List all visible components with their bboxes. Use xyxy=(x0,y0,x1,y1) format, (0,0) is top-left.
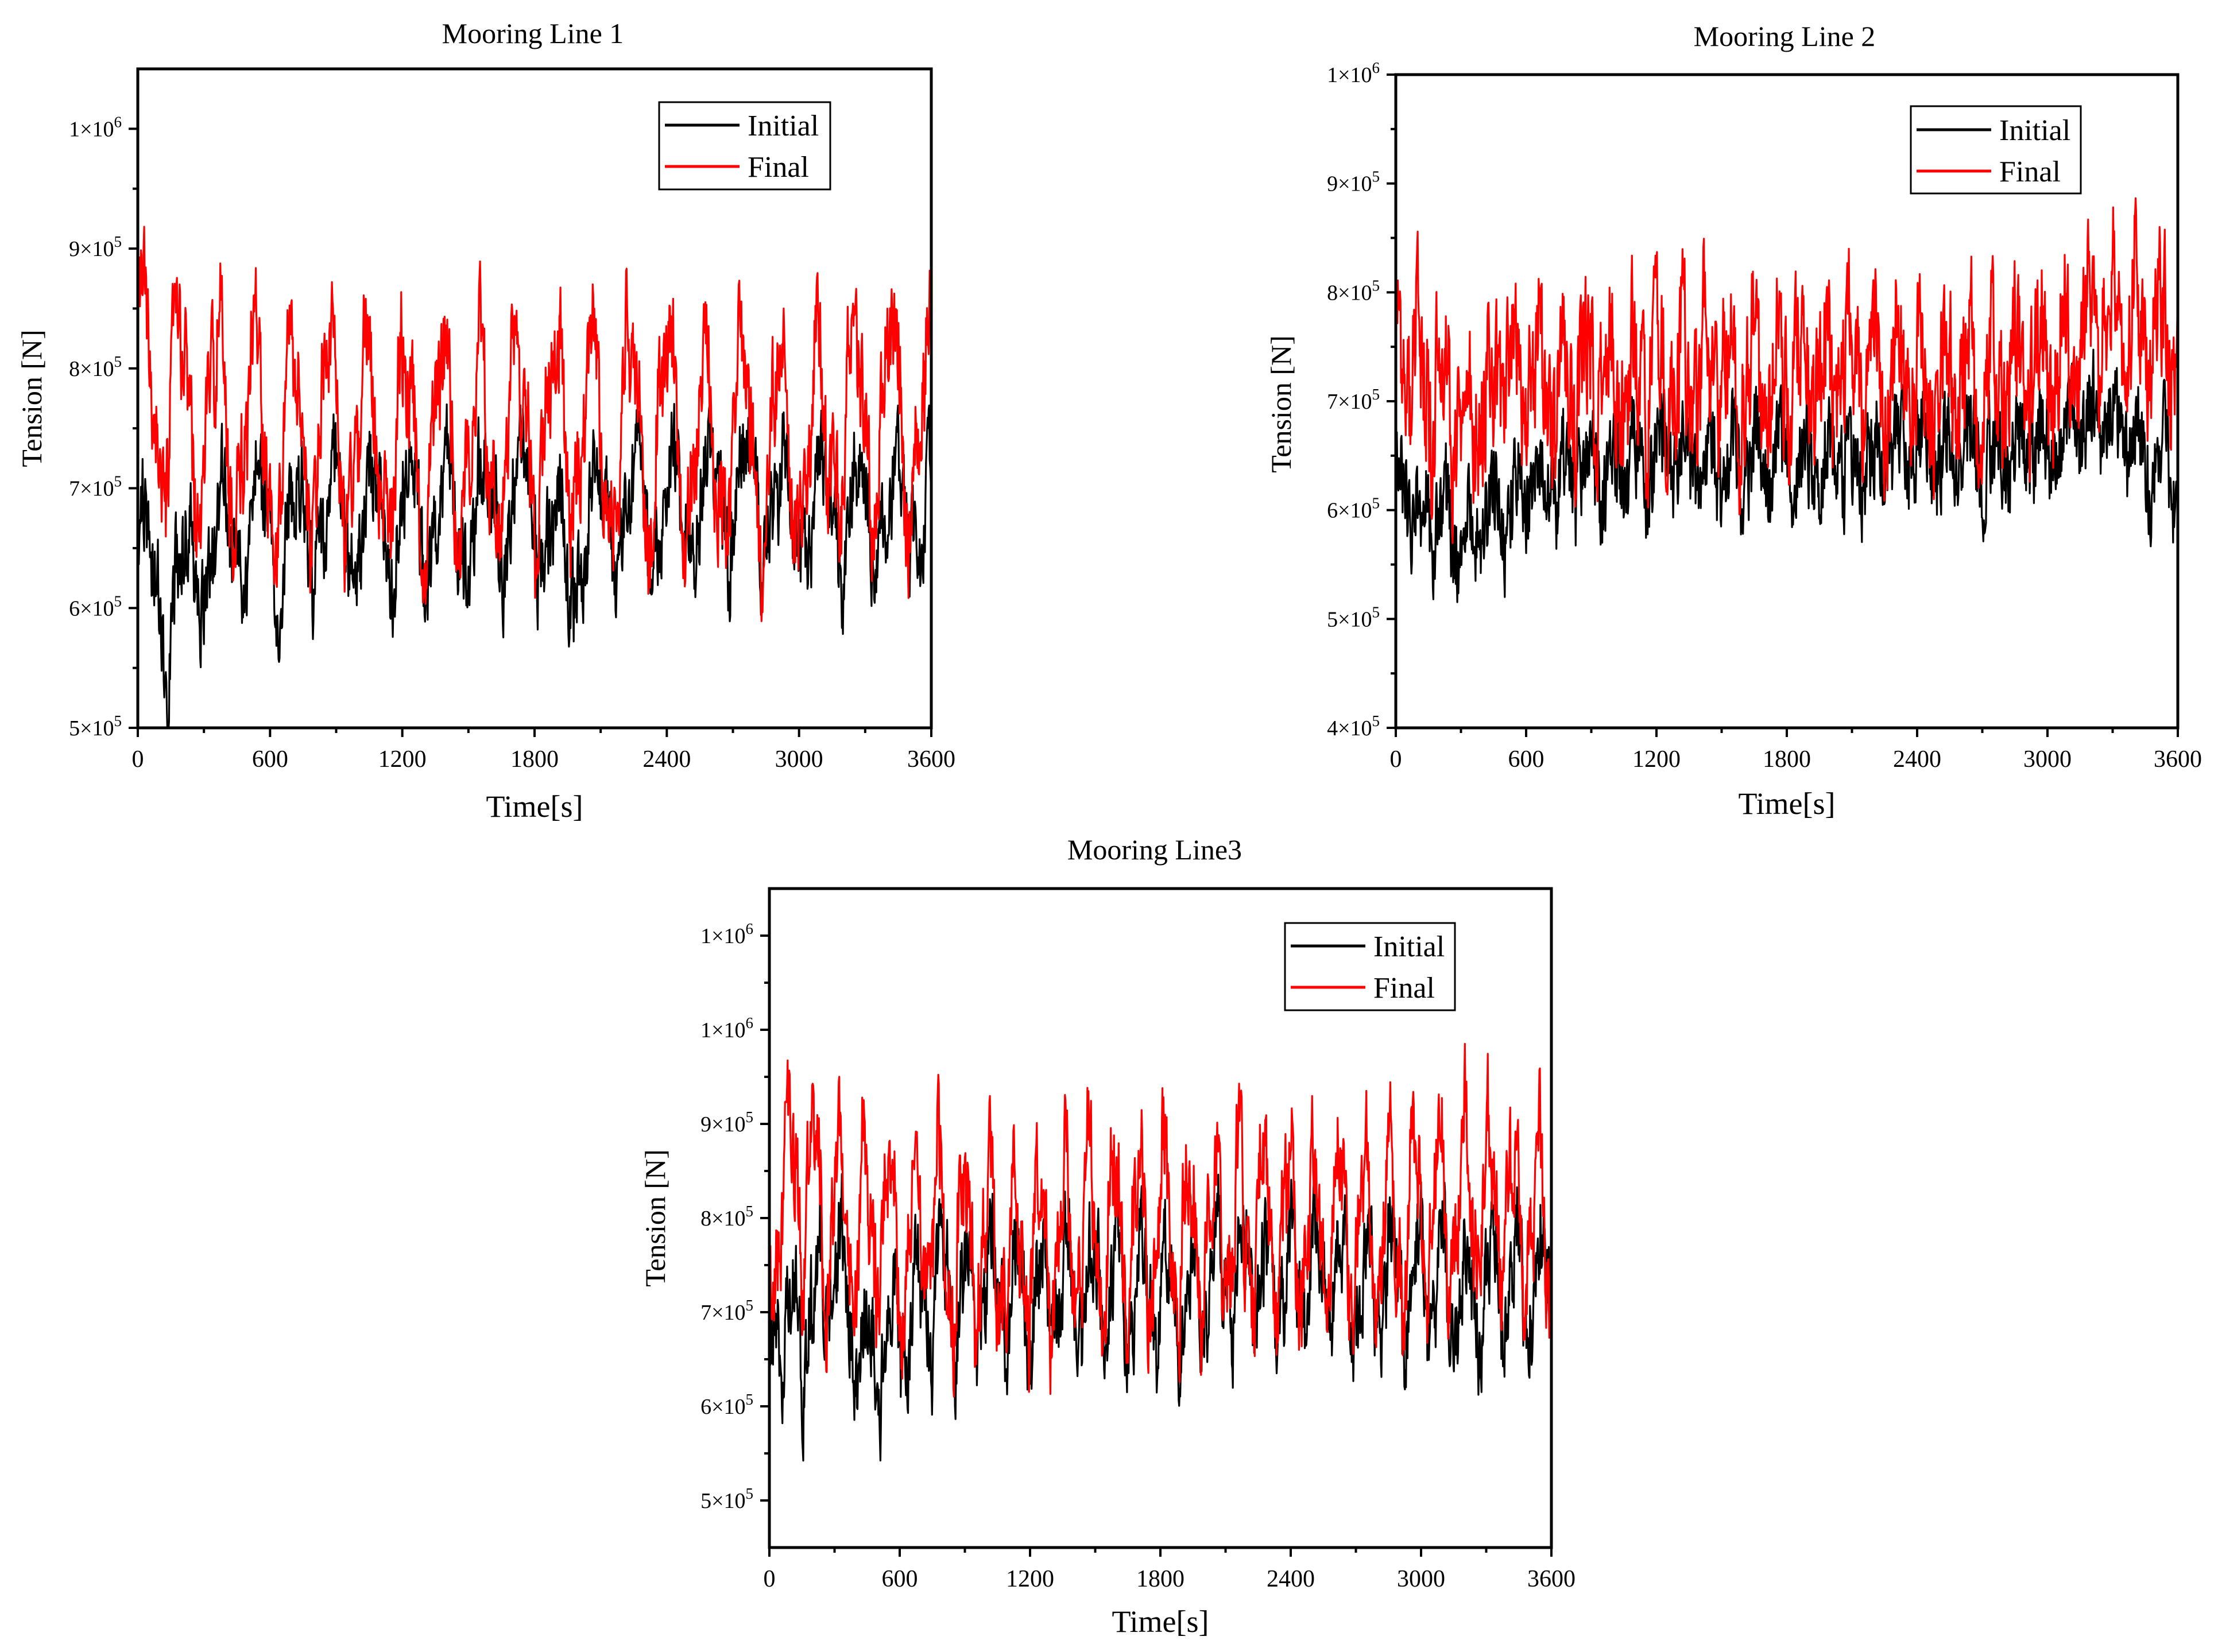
legend-label-final: Final xyxy=(748,151,809,184)
x-tick-label: 600 xyxy=(252,746,288,773)
x-tick-label: 1200 xyxy=(1632,746,1681,773)
chart-title: Mooring Line3 xyxy=(1067,833,1242,866)
x-tick-label: 600 xyxy=(1508,746,1545,773)
x-tick-label: 3600 xyxy=(1527,1566,1576,1592)
y-tick-label: 7×105 xyxy=(700,1297,753,1325)
x-tick-label: 2400 xyxy=(642,746,691,773)
legend-label-initial: Initial xyxy=(1999,114,2070,147)
y-tick-label: 6×105 xyxy=(1327,495,1380,523)
legend: Initial Final xyxy=(658,101,831,191)
x-tick-label: 3600 xyxy=(2154,746,2202,773)
x-tick-label: 0 xyxy=(764,1566,776,1592)
legend-label-final: Final xyxy=(1999,156,2061,188)
legend-label-initial: Initial xyxy=(1373,930,1445,963)
chart-mooring-line-2: Mooring Line 2 0 600 1200 1800 2400 3000 3600 4… xyxy=(1265,20,2202,821)
x-tick-label: 1200 xyxy=(378,746,427,773)
x-axis-label: Time[s] xyxy=(1112,1604,1209,1639)
legend-label-final: Final xyxy=(1373,972,1435,1005)
chart-mooring-line-3: Mooring Line3 0 600 1200 1800 2400 3000 3600 5×… xyxy=(639,833,1576,1639)
y-tick-label: 9×105 xyxy=(69,233,122,261)
y-axis-label: Tension [N] xyxy=(639,1149,671,1287)
chart-title: Mooring Line 2 xyxy=(1694,20,1876,52)
x-tick-label: 600 xyxy=(882,1566,918,1592)
axis-ticks: 0 600 1200 1800 2400 3000 3600 5×105 6×105 7×105 8… xyxy=(700,920,1576,1592)
x-tick-label: 1800 xyxy=(510,746,559,773)
series-layer xyxy=(1396,197,2178,603)
legend-label-initial: Initial xyxy=(748,110,819,142)
legend: Initial Final xyxy=(1284,922,1456,1011)
y-tick-label: 4×105 xyxy=(1327,712,1380,740)
y-axis-label: Tension [N] xyxy=(1265,335,1297,473)
y-tick-label: 1×106 xyxy=(700,1014,753,1042)
y-axis-label: Tension [N] xyxy=(16,329,48,467)
axis-ticks: 0 600 1200 1800 2400 3000 3600 4×105 5×105 6×105 7… xyxy=(1327,59,2202,773)
chart-mooring-line-1: Mooring Line 1 0 600 1200 1800 2400 3000 3600 5… xyxy=(16,17,955,824)
x-tick-label: 1200 xyxy=(1006,1566,1054,1592)
y-tick-label: 5×105 xyxy=(1327,603,1380,631)
y-tick-label: 6×105 xyxy=(69,592,122,621)
series-layer xyxy=(769,1042,1551,1462)
series-line-final xyxy=(769,1042,1551,1398)
y-tick-label: 9×105 xyxy=(1327,168,1380,196)
y-tick-label: 8×105 xyxy=(69,353,122,381)
x-tick-label: 3600 xyxy=(907,746,955,773)
x-axis-label: Time[s] xyxy=(1738,786,1835,821)
x-tick-label: 2400 xyxy=(1267,1566,1315,1592)
y-tick-label: 7×105 xyxy=(1327,386,1380,414)
x-tick-label: 0 xyxy=(1390,746,1402,773)
y-tick-label: 9×105 xyxy=(700,1108,753,1137)
axis-ticks: 0 600 1200 1800 2400 3000 3600 5×105 6×105 7×105 8… xyxy=(69,113,955,773)
y-tick-label: 1×106 xyxy=(700,920,753,948)
series-layer xyxy=(138,226,931,728)
y-tick-label: 5×105 xyxy=(69,712,122,740)
legend: Initial Final xyxy=(1910,105,2082,195)
series-line-final xyxy=(138,226,931,622)
x-tick-label: 1800 xyxy=(1136,1566,1185,1592)
chart-title: Mooring Line 1 xyxy=(442,17,624,49)
y-tick-label: 7×105 xyxy=(69,473,122,501)
x-tick-label: 2400 xyxy=(1893,746,1941,773)
y-tick-label: 1×106 xyxy=(69,113,122,141)
y-tick-label: 8×105 xyxy=(1327,277,1380,305)
x-tick-label: 3000 xyxy=(2023,746,2072,773)
y-tick-label: 5×105 xyxy=(700,1485,753,1513)
x-tick-label: 3000 xyxy=(1397,1566,1445,1592)
x-axis-label: Time[s] xyxy=(486,789,583,824)
x-tick-label: 3000 xyxy=(775,746,823,773)
x-tick-label: 0 xyxy=(132,746,144,773)
series-line-final xyxy=(1396,197,2178,544)
y-tick-label: 8×105 xyxy=(700,1203,753,1231)
x-tick-label: 1800 xyxy=(1763,746,1811,773)
y-tick-label: 1×106 xyxy=(1327,59,1380,87)
y-tick-label: 6×105 xyxy=(700,1391,753,1419)
